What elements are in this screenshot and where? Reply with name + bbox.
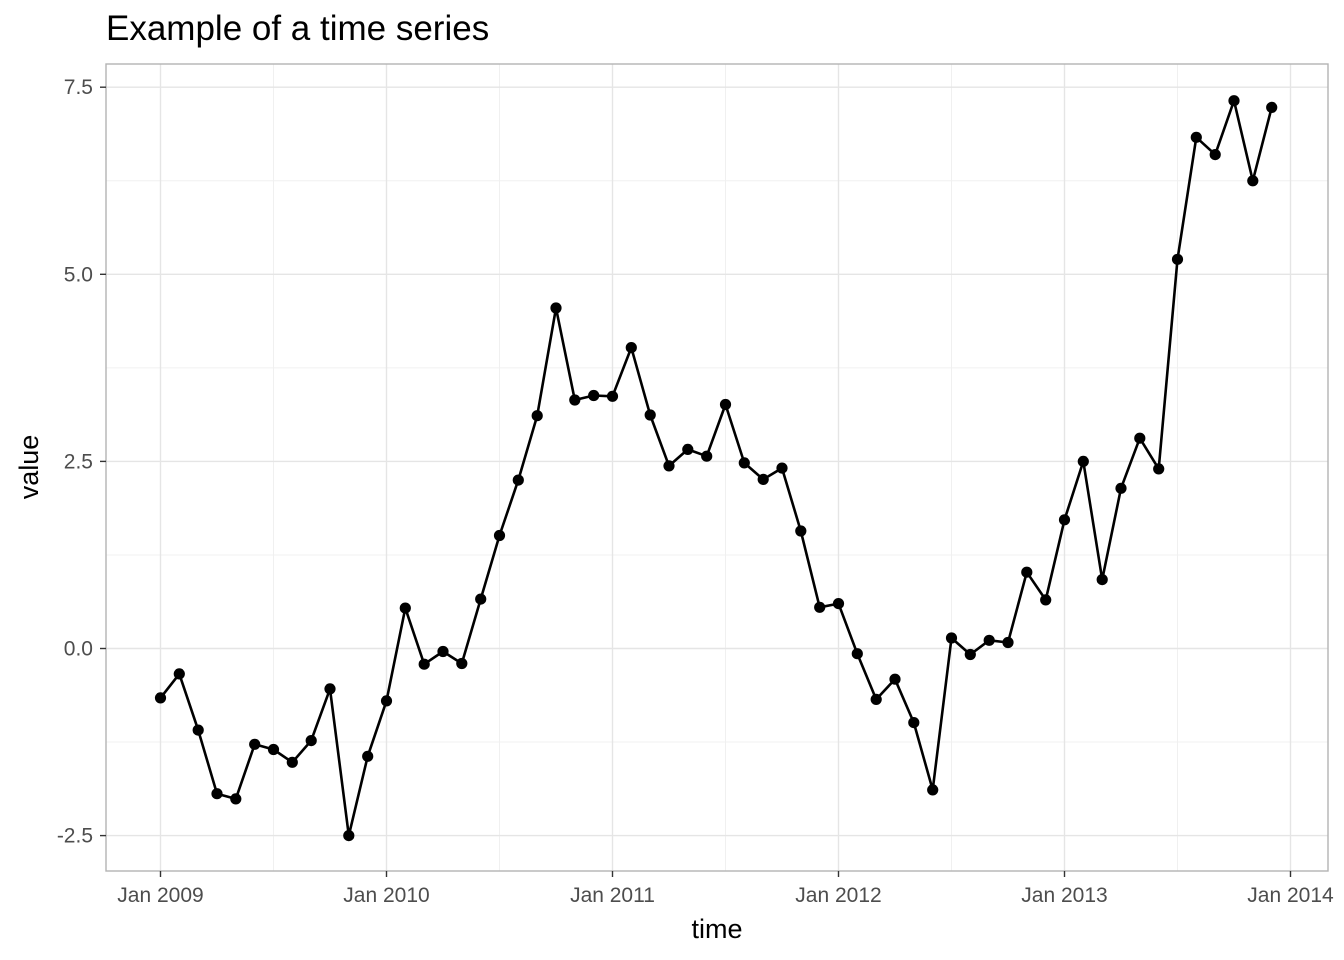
data-point	[832, 598, 845, 610]
x-tick-label: Jan 2009	[117, 884, 203, 907]
series-line	[159, 99, 1273, 837]
x-tick-label: Jan 2012	[795, 884, 881, 907]
data-point	[1040, 594, 1052, 606]
y-tick-label: 0.0	[64, 638, 93, 661]
data-point	[964, 648, 976, 661]
y-tick-label: -2.5	[57, 825, 93, 848]
data-point	[192, 724, 204, 736]
data-point	[776, 462, 788, 474]
data-point	[795, 525, 807, 537]
y-tick-label: 7.5	[64, 76, 93, 99]
data-point	[249, 738, 261, 750]
data-point	[889, 673, 901, 685]
data-point	[1134, 432, 1146, 444]
data-point	[606, 390, 619, 402]
grid-lines	[106, 64, 1328, 871]
y-tick-label: 5.0	[64, 263, 93, 286]
data-point	[380, 695, 393, 707]
data-point	[1153, 463, 1165, 475]
chart-title: Example of a time series	[106, 9, 489, 48]
axis-ticks: Jan 2009 Jan 2010 Jan 2011 Jan 2012 Jan 2013…	[57, 76, 1334, 907]
data-point	[1228, 95, 1240, 107]
data-point	[1247, 175, 1259, 187]
data-point	[230, 793, 242, 805]
data-point	[757, 473, 769, 485]
data-point	[682, 443, 694, 455]
data-point	[644, 409, 656, 421]
data-point	[456, 657, 468, 670]
data-point	[1096, 574, 1108, 586]
x-tick-label: Jan 2011	[570, 884, 655, 907]
data-point	[814, 601, 826, 613]
series-layer	[154, 95, 1278, 842]
data-point	[1058, 514, 1071, 526]
data-point	[437, 645, 449, 658]
data-point	[267, 743, 280, 756]
data-point	[945, 632, 958, 644]
data-point	[173, 668, 185, 680]
data-point	[399, 602, 411, 614]
x-tick-label: Jan 2013	[1021, 884, 1107, 907]
data-point	[1002, 636, 1014, 649]
data-point	[1190, 131, 1202, 143]
data-point	[851, 648, 863, 660]
data-point	[493, 529, 506, 542]
data-point	[908, 717, 920, 729]
data-point	[211, 788, 223, 800]
y-tick-label: 2.5	[64, 450, 93, 473]
data-point	[1115, 482, 1127, 494]
data-point	[927, 784, 939, 796]
data-point	[550, 302, 562, 314]
data-point	[475, 593, 487, 605]
data-point	[1209, 149, 1221, 161]
data-point	[286, 756, 298, 768]
data-point	[719, 398, 732, 411]
data-point	[1266, 101, 1278, 113]
data-point	[569, 394, 581, 406]
data-point	[663, 460, 675, 472]
data-point	[1077, 455, 1089, 467]
data-point	[343, 830, 355, 842]
data-point	[1021, 566, 1033, 578]
data-point	[512, 474, 524, 486]
y-axis-title: value	[14, 435, 44, 500]
plot-panel-border	[105, 63, 1329, 872]
data-point	[625, 342, 637, 354]
data-point	[154, 692, 167, 704]
x-axis-title: time	[691, 914, 742, 944]
data-point	[870, 693, 882, 706]
x-tick-label: Jan 2010	[343, 884, 429, 907]
data-point	[418, 658, 430, 670]
data-point	[1171, 253, 1184, 265]
data-point	[362, 750, 374, 762]
data-point	[531, 410, 543, 422]
data-point	[305, 735, 317, 747]
data-point	[738, 457, 750, 469]
data-point	[983, 634, 995, 646]
data-point	[701, 450, 713, 462]
x-tick-label: Jan 2014	[1247, 884, 1334, 907]
data-point	[588, 389, 600, 402]
data-point	[324, 683, 336, 695]
